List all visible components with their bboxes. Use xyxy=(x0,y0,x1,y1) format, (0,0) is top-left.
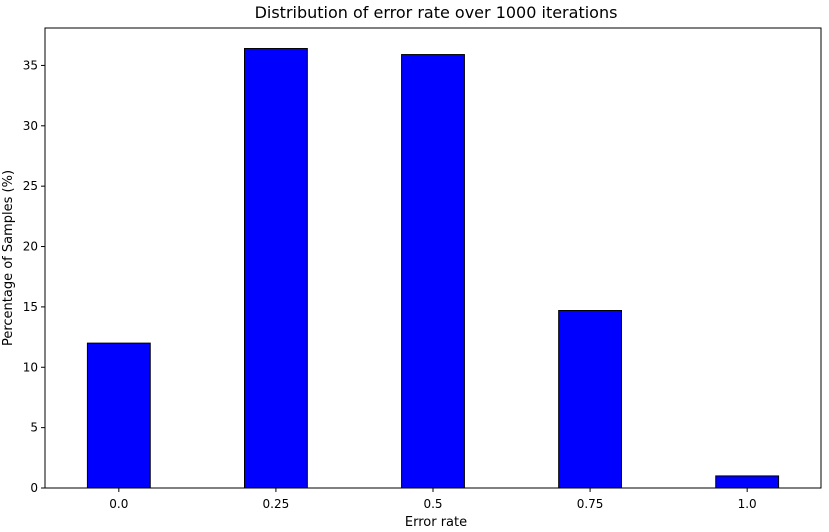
bar-1.0 xyxy=(715,475,780,489)
y-tick-label: 35 xyxy=(23,58,38,72)
y-tick-label: 15 xyxy=(23,300,38,314)
bar-0.75 xyxy=(558,310,623,489)
bars-group xyxy=(86,48,780,489)
x-axis-label: Error rate xyxy=(405,515,467,530)
bar-0.0 xyxy=(86,342,151,489)
y-tick-label: 20 xyxy=(23,240,38,254)
x-tick-label: 0.75 xyxy=(577,497,604,511)
y-tick-label: 10 xyxy=(23,360,38,374)
x-tick-label: 1.0 xyxy=(738,497,757,511)
y-tick-label: 5 xyxy=(30,421,38,435)
y-tick-label: 25 xyxy=(23,179,38,193)
x-tick-label: 0.25 xyxy=(263,497,290,511)
x-tick-label: 0.0 xyxy=(109,497,128,511)
y-tick-label: 0 xyxy=(30,481,38,495)
y-axis-label: Percentage of Samples (%) xyxy=(1,170,16,346)
y-tick-label: 30 xyxy=(23,119,38,133)
y-axis-ticks: 0 5 10 15 20 25 30 35 xyxy=(23,58,45,495)
x-tick-label: 0.5 xyxy=(423,497,442,511)
plot-area: 0 5 10 15 20 25 30 35 0.0 0.25 0.5 0.75 1.0 xyxy=(23,27,822,511)
bar-0.5 xyxy=(401,54,465,489)
chart-title: Distribution of error rate over 1000 ite… xyxy=(255,3,618,22)
bar-0.25 xyxy=(243,48,308,489)
x-axis-ticks: 0.0 0.25 0.5 0.75 1.0 xyxy=(109,488,757,511)
